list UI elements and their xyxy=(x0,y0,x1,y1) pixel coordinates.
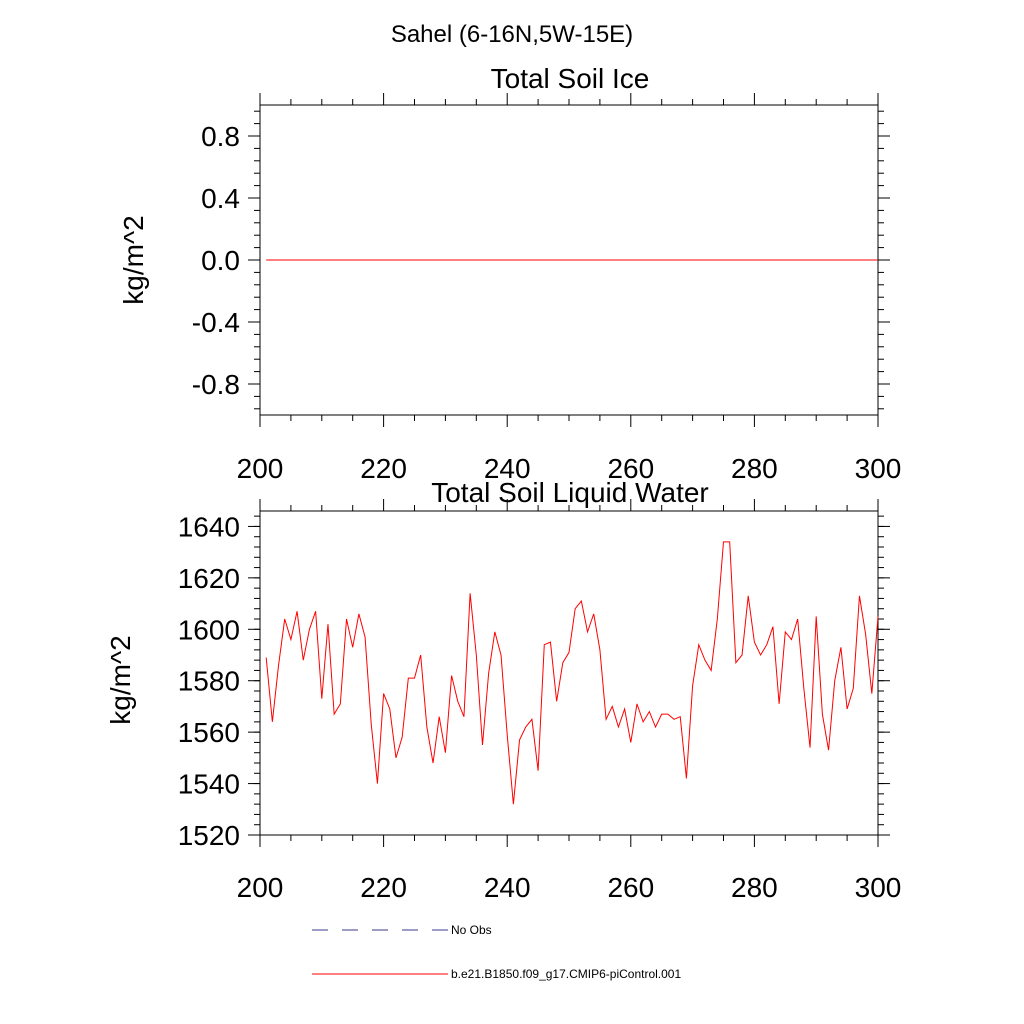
axis-ticks: 200 220 240 260 280 300 -0.8 -0.4 0.0 0.4 0.8 xyxy=(192,93,902,484)
y-tick-label: -0.8 xyxy=(192,369,240,400)
legend-obs-label: No Obs xyxy=(451,923,492,937)
y-tick-label: 1640 xyxy=(178,511,240,542)
y-tick-label: 1580 xyxy=(178,666,240,697)
x-tick-label: 300 xyxy=(855,872,902,903)
y-tick-label: 0.8 xyxy=(201,121,240,152)
x-tick-label: 260 xyxy=(607,872,654,903)
y-tick-label: 1620 xyxy=(178,563,240,594)
series-line xyxy=(265,541,879,805)
legend: No Obs b.e21.B1850.f09_g17.CMIP6-piContr… xyxy=(312,923,681,981)
y-axis-label: kg/m^2 xyxy=(118,215,149,304)
chart-title: Total Soil Liquid Water xyxy=(431,477,709,508)
legend-model-label: b.e21.B1850.f09_g17.CMIP6-piControl.001 xyxy=(451,967,681,981)
x-tick-label: 200 xyxy=(237,453,284,484)
y-tick-label: -0.4 xyxy=(192,307,240,338)
x-tick-label: 200 xyxy=(237,872,284,903)
y-tick-label: 1520 xyxy=(178,820,240,851)
y-tick-label: 1540 xyxy=(178,769,240,800)
y-tick-label: 1600 xyxy=(178,614,240,645)
x-tick-label: 220 xyxy=(360,872,407,903)
x-tick-label: 240 xyxy=(484,872,531,903)
plot-frame xyxy=(259,510,879,836)
x-tick-label: 280 xyxy=(731,453,778,484)
chart-panel-total-soil-liquid-water: Total Soil Liquid Water kg/m^2 200 220 240… xyxy=(105,477,901,903)
x-tick-label: 260 xyxy=(607,453,654,484)
x-tick-label: 300 xyxy=(855,453,902,484)
chart-title: Total Soil Ice xyxy=(491,63,650,94)
x-tick-label: 220 xyxy=(360,453,407,484)
series-layer xyxy=(265,541,879,805)
y-axis-label: kg/m^2 xyxy=(105,635,136,724)
x-tick-label: 280 xyxy=(731,872,778,903)
x-tick-label: 240 xyxy=(484,453,531,484)
figure-main-title: Sahel (6-16N,5W-15E) xyxy=(391,21,633,48)
y-tick-label: 1560 xyxy=(178,717,240,748)
axis-ticks: 200 220 240 260 280 300 1520 1540 1560 1580 1600 16… xyxy=(178,499,902,903)
y-tick-label: 0.4 xyxy=(201,183,240,214)
y-tick-label: 0.0 xyxy=(201,245,240,276)
chart-panel-total-soil-ice: Total Soil Ice kg/m^2 200 220 240 260 280 300… xyxy=(118,63,901,484)
